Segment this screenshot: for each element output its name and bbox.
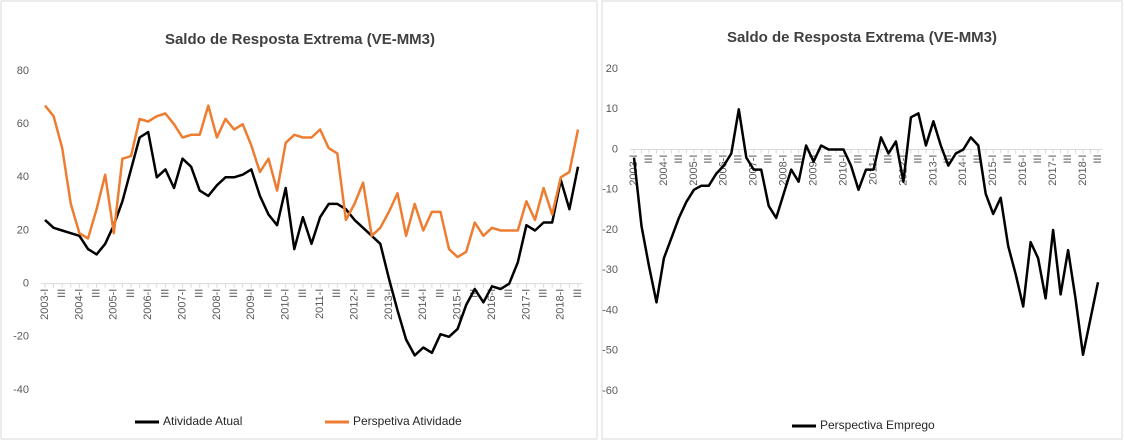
x-tick-label: 2007-I <box>176 289 188 320</box>
y-tick-label: 40 <box>17 171 29 183</box>
x-tick-label: III <box>673 155 685 164</box>
y-tick-label: 0 <box>612 143 618 155</box>
x-tick-label: 2008-I <box>778 155 790 186</box>
y-tick-label: -20 <box>602 224 618 236</box>
x-tick-label: 2013-I <box>383 289 395 320</box>
x-tick-label: 2011-I <box>314 289 326 319</box>
x-tick-label: 2010-I <box>280 289 292 320</box>
x-tick-label: III <box>125 289 137 298</box>
x-tick-label: 2004-I <box>73 289 85 320</box>
series-line <box>632 108 1100 357</box>
x-tick-label: 2012-I <box>348 289 360 320</box>
x-tick-label: III <box>159 289 171 298</box>
y-tick-label: -20 <box>13 331 29 343</box>
y-tick-label: -30 <box>602 264 618 276</box>
x-tick-label: III <box>1062 155 1074 164</box>
panel-frame <box>601 0 1123 440</box>
legend-label: Perspectiva Emprego <box>820 418 935 432</box>
y-tick-label: -40 <box>13 384 29 396</box>
x-tick-label: 2005-I <box>108 289 120 320</box>
x-tick-label: III <box>822 155 834 164</box>
x-tick-label: 2009-I <box>808 155 820 186</box>
x-tick-label: III <box>297 289 309 298</box>
x-tick-label: 2009-I <box>245 289 257 320</box>
x-tick-label: III <box>538 289 550 298</box>
y-tick-label: -60 <box>602 385 618 397</box>
x-tick-label: III <box>643 155 655 164</box>
x-tick-label: III <box>942 155 954 164</box>
panel-frame <box>0 0 598 440</box>
x-tick-label: III <box>503 289 515 298</box>
y-tick-label: -40 <box>602 304 618 316</box>
legend-label: Perspetiva Atividade <box>353 414 462 428</box>
x-tick-label: 2017-I <box>520 289 532 320</box>
x-tick-label: 2017-I <box>1047 155 1059 186</box>
x-tick-label: III <box>56 289 68 298</box>
x-tick-label: 2014-I <box>957 155 969 186</box>
x-tick-label: III <box>228 289 240 298</box>
x-tick-label: III <box>331 289 343 298</box>
x-tick-label: 2005-I <box>688 155 700 186</box>
x-tick-label: 2016-I <box>1017 155 1029 186</box>
y-tick-label: 20 <box>606 63 618 75</box>
x-tick-label: III <box>572 289 584 298</box>
x-tick-label: 2006-I <box>142 289 154 320</box>
x-tick-label: III <box>262 289 274 298</box>
x-tick-label: III <box>90 289 102 298</box>
x-tick-label: 2008-I <box>211 289 223 320</box>
x-tick-label: 2013-I <box>927 155 939 186</box>
x-tick-label: III <box>434 289 446 298</box>
x-tick-label: III <box>793 155 805 164</box>
x-tick-label: 2003-I <box>39 289 51 320</box>
y-tick-label: 80 <box>17 65 29 77</box>
y-tick-label: -10 <box>602 184 618 196</box>
y-tick-label: 20 <box>17 224 29 236</box>
x-tick-label: III <box>1092 155 1104 164</box>
x-tick-label: III <box>703 155 715 164</box>
x-tick-label: 2016-I <box>486 289 498 320</box>
x-tick-label: 2018-I <box>555 289 567 320</box>
series-line <box>44 104 580 259</box>
x-tick-label: III <box>400 289 412 298</box>
y-tick-label: 0 <box>23 278 29 290</box>
y-tick-label: -50 <box>602 345 618 357</box>
x-tick-label: III <box>1002 155 1014 164</box>
x-tick-label: 2015-I <box>452 289 464 320</box>
x-tick-label: III <box>194 289 206 298</box>
x-tick-label: III <box>882 155 894 164</box>
x-tick-label: 2018-I <box>1077 155 1089 186</box>
x-tick-label: III <box>852 155 864 164</box>
x-tick-label: III <box>469 289 481 298</box>
chart-title: Saldo de Resposta Extrema (VE-MM3) <box>165 31 435 48</box>
x-tick-label: 2010-I <box>837 155 849 186</box>
x-tick-label: 2015-I <box>987 155 999 186</box>
x-tick-label: III <box>1032 155 1044 164</box>
x-tick-label: III <box>912 155 924 164</box>
x-tick-label: 2004-I <box>658 155 670 186</box>
y-tick-label: 60 <box>17 118 29 130</box>
x-tick-label: III <box>763 155 775 164</box>
x-tick-label: III <box>366 289 378 298</box>
x-tick-label: III <box>972 155 984 164</box>
x-tick-label: 2014-I <box>417 289 429 320</box>
legend-label: Atividade Atual <box>163 414 242 428</box>
y-tick-label: 10 <box>606 103 618 115</box>
x-tick-label: III <box>733 155 745 164</box>
chart-title: Saldo de Resposta Extrema (VE-MM3) <box>727 29 997 46</box>
series-line <box>44 130 580 357</box>
